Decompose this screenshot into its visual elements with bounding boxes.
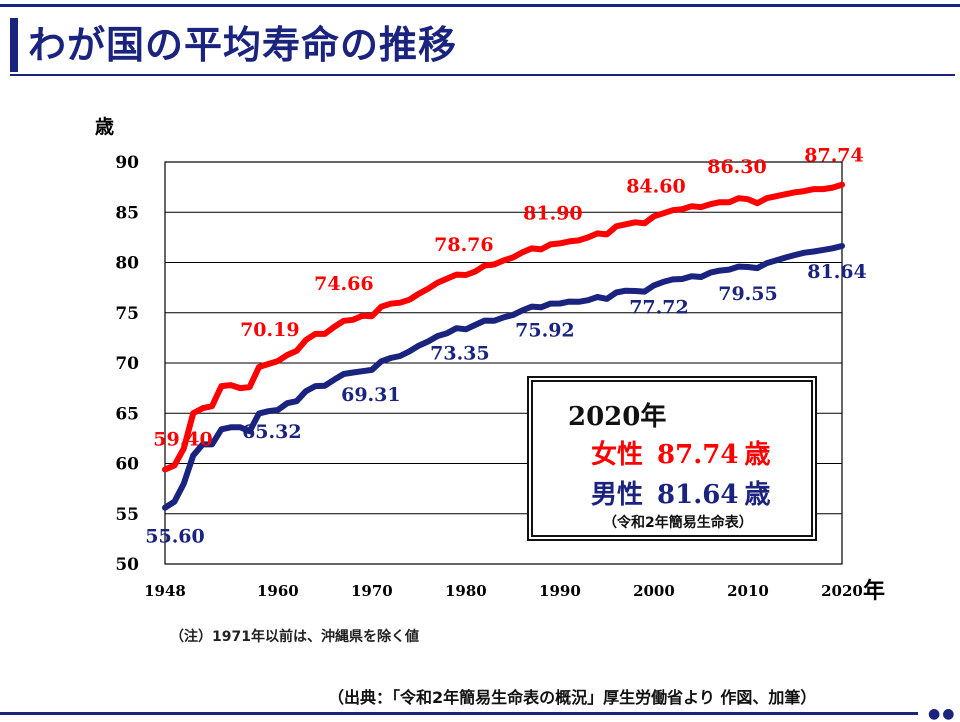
summary-male-row: 男性 81.64 歳: [591, 474, 770, 511]
data-label-male-1960: 65.32: [242, 421, 302, 443]
y-tick-label-55: 55: [115, 505, 139, 525]
top-rule: [0, 4, 960, 7]
summary-female-label: 女性: [591, 440, 644, 470]
source-citation: （出典：「令和2年簡易生命表の概況」厚生労働省より 作図、加筆）: [328, 688, 817, 707]
summary-box: 2020年 女性 87.74 歳 男性 81.64 歳 （令和2年簡易生命表）: [527, 376, 817, 541]
data-label-female-1960: 70.19: [240, 319, 300, 341]
data-label-male-1948: 55.60: [145, 526, 205, 548]
title-underline: [10, 74, 955, 76]
y-tick-label-75: 75: [115, 304, 139, 324]
summary-female-value: 87.74: [657, 440, 739, 470]
y-tick-label-80: 80: [115, 254, 139, 274]
data-label-male-2020: 81.64: [807, 261, 867, 283]
data-label-male-1990: 75.92: [515, 320, 575, 342]
data-label-female-1970: 74.66: [314, 273, 374, 295]
x-tick-label-1980: 1980: [445, 582, 487, 600]
y-tick-label-85: 85: [115, 203, 139, 223]
series-line-male: [162, 243, 845, 511]
x-tick-label-1960: 1960: [257, 582, 299, 600]
y-tick-label-65: 65: [115, 404, 139, 424]
x-axis-unit: 年: [863, 578, 885, 604]
data-label-female-2000: 84.60: [626, 175, 686, 197]
y-tick-label-50: 50: [115, 555, 139, 575]
x-tick-label-1990: 1990: [539, 582, 581, 600]
data-label-male-1970: 69.31: [341, 384, 401, 406]
page-dots: ●●: [928, 706, 957, 722]
data-label-male-2010: 79.55: [718, 283, 778, 305]
summary-female-row: 女性 87.74 歳: [591, 434, 770, 471]
summary-male-value: 81.64: [657, 480, 739, 510]
y-axis-unit: 歳: [95, 116, 114, 138]
series-line-female: [162, 181, 845, 473]
summary-year: 2020年: [568, 402, 667, 432]
summary-male-unit: 歳: [744, 480, 771, 510]
summary-male-label: 男性: [591, 480, 644, 510]
x-tick-label-2010: 2010: [727, 582, 769, 600]
y-tick-label-70: 70: [115, 354, 139, 374]
data-label-female-1948: 59.40: [153, 429, 213, 451]
data-label-male-2000: 77.72: [629, 296, 689, 318]
data-label-male-1980: 73.35: [430, 342, 490, 364]
data-label-female-2020: 87.74: [804, 145, 864, 167]
data-label-female-1990: 81.90: [523, 202, 583, 224]
data-label-female-1980: 78.76: [434, 234, 494, 256]
page-title: わが国の平均寿命の推移: [28, 23, 458, 67]
plot-frame: [164, 161, 843, 565]
footnote: （注）1971年以前は、沖縄県を除く値: [170, 629, 419, 645]
x-tick-label-1970: 1970: [351, 582, 393, 600]
bottom-rule: [0, 712, 918, 715]
y-tick-label-60: 60: [115, 455, 139, 475]
summary-female-unit: 歳: [744, 440, 771, 470]
x-tick-label-1948: 1948: [144, 582, 186, 600]
x-tick-label-2000: 2000: [633, 582, 675, 600]
y-tick-label-90: 90: [115, 153, 139, 173]
summary-source: （令和2年簡易生命表）: [603, 515, 753, 531]
x-tick-label-2020: 2020: [821, 582, 863, 600]
data-label-female-2010: 86.30: [707, 156, 767, 178]
title-accent-bar: [10, 18, 18, 72]
